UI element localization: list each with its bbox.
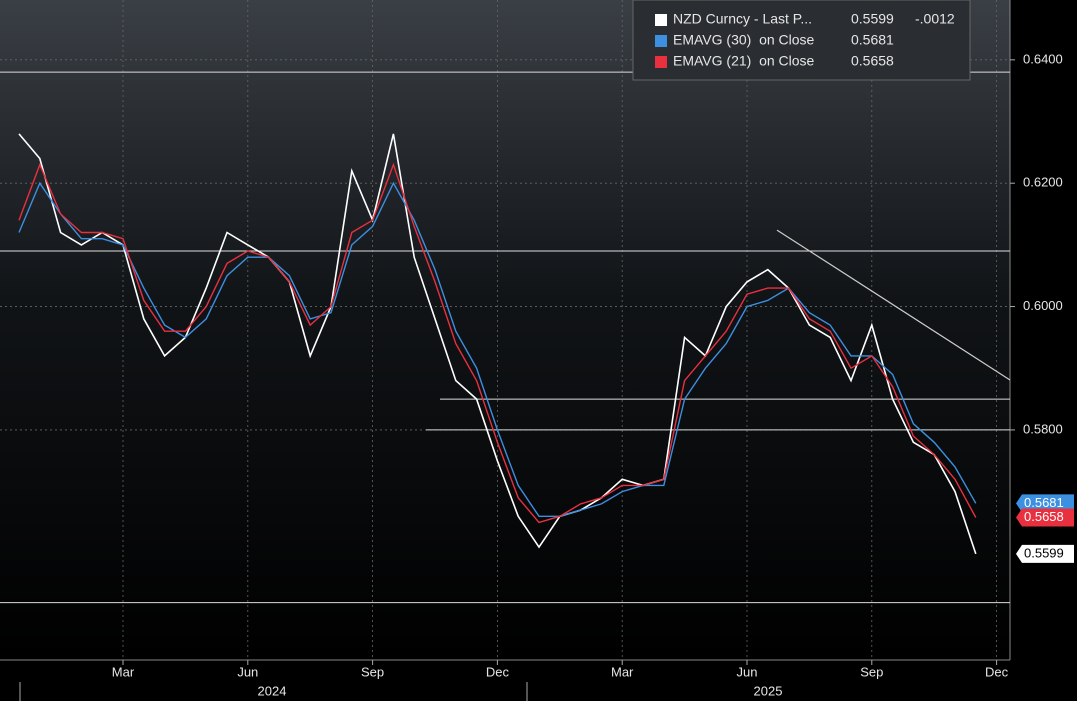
series-line: [18, 162, 977, 524]
legend-change: -.0012: [915, 11, 955, 27]
legend-label: NZD Curncy - Last P...: [673, 11, 812, 27]
y-tick-label: 0.6200: [1023, 175, 1063, 190]
x-tick-label: Dec: [486, 664, 510, 679]
x-tick-label: Jun: [237, 664, 258, 679]
plot-background: [0, 0, 1010, 660]
price-tag: 0.5599: [1016, 544, 1074, 563]
legend: NZD Curncy - Last P... 0.5599 -.0012 EMAVG …: [632, 0, 971, 81]
price-tag-box: [1016, 494, 1074, 513]
x-tick-label: Mar: [611, 664, 634, 679]
price-tag-label: 0.5658: [1024, 509, 1064, 524]
legend-label: EMAVG (21) on Close: [673, 53, 815, 69]
x-tick-label: Mar: [112, 664, 135, 679]
price-tag-box: [1016, 544, 1074, 563]
x-tick-label: Dec: [985, 664, 1009, 679]
year-label: 2024: [258, 683, 287, 698]
price-tag: 0.5658: [1016, 508, 1074, 527]
legend-label: EMAVG (30) on Close: [673, 32, 815, 48]
price-tag: 0.5681: [1016, 494, 1074, 513]
x-tick-label: Sep: [361, 664, 384, 679]
legend-value: 0.5681: [851, 32, 894, 48]
y-tick-label: 0.5800: [1023, 421, 1063, 436]
y-tick-label: 0.6000: [1023, 298, 1063, 313]
series-line: [18, 181, 977, 517]
y-tick-label: 0.6400: [1023, 51, 1063, 66]
x-tick-label: Sep: [860, 664, 883, 679]
year-label: 2025: [754, 683, 783, 698]
price-tag-label: 0.5599: [1024, 545, 1064, 560]
legend-swatch: [655, 56, 667, 68]
trend-line: [776, 229, 1011, 381]
price-tag-box: [1016, 508, 1074, 527]
legend-value: 0.5658: [851, 53, 894, 69]
legend-box: [632, 0, 971, 81]
legend-swatch: [655, 14, 667, 26]
legend-value: 0.5599: [851, 11, 894, 27]
x-tick-label: Jun: [737, 664, 758, 679]
legend-swatch: [655, 35, 667, 47]
series-line: [18, 133, 977, 555]
price-tag-label: 0.5681: [1024, 495, 1064, 510]
